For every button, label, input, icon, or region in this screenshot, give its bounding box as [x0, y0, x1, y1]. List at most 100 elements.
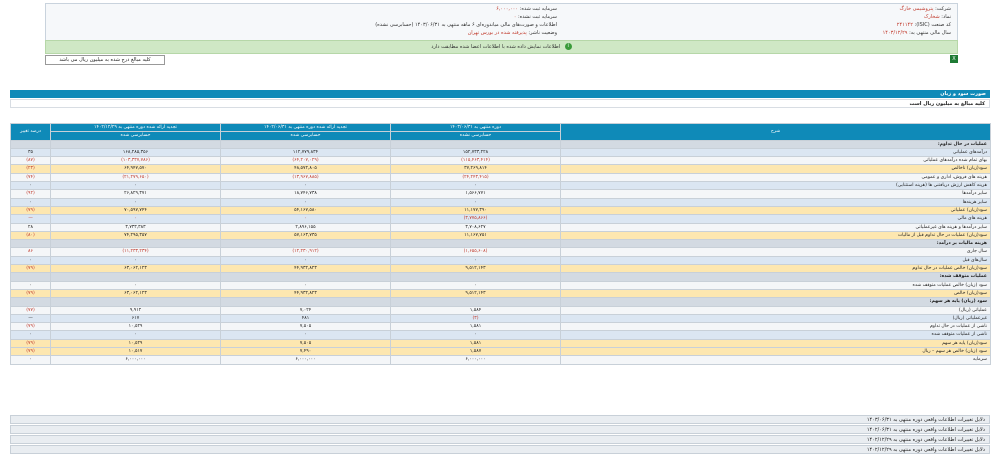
cell-c3: [50, 272, 221, 282]
cell-c3: ۶۳,۰۶۲,۱۲۳: [50, 288, 221, 299]
cell-ch: (۸۰): [10, 230, 51, 241]
cell-ch: ۲۸: [10, 222, 51, 232]
symbol-row: نماد: شخارک: [924, 14, 951, 21]
table-row: سود(زیان) عملیاتی ۱۱,۱۷۷,۳۹۰ ۵۴,۱۶۷,۵۸۰ ۷۰,…: [10, 205, 991, 216]
cell-c2: (۱۲,۲۳۰,۹۱۲): [220, 247, 391, 257]
change-reason-row[interactable]: دلایل تغییرات اطلاعات واقعی دوره منتهی ب…: [10, 415, 990, 424]
cell-desc: درآمدهای عملیاتی: [560, 147, 991, 158]
table-row: سال‌های قبل ۰ ۰ ۰ ۰: [10, 255, 991, 266]
cell-c3: (۲۱,۲۷۹,۶۵۰): [50, 172, 221, 183]
cell-ch: ۸۶: [10, 247, 51, 257]
table-row: عملیات متوقف شده:: [10, 272, 991, 282]
cell-c2: ۵۴,۱۶۷,۵۸۰: [220, 205, 391, 216]
cell-desc: سایر درآمدها: [560, 189, 991, 199]
cell-c2: ۴۴,۹۳۲,۸۲۳: [220, 264, 391, 274]
cell-c2: [220, 272, 391, 282]
change-reason-row[interactable]: دلایل تغییرات اطلاعات واقعی دوره منتهی ب…: [10, 425, 990, 434]
cell-desc: هزینه کاهش ارزش دریافتنی ها (هزینه استثن…: [560, 181, 991, 191]
cell-c1: [390, 239, 561, 249]
cell-desc: غیرعملیاتی (ریال): [560, 313, 991, 324]
cell-c1: ۶,۰۰۰,۰۰۰: [390, 355, 561, 365]
cell-c1: ۰: [390, 330, 561, 340]
cell-c1: [390, 272, 561, 282]
cell-c2: [220, 297, 391, 307]
isic-label: کد صنعت (ISIC):: [914, 22, 951, 28]
info-icon: i: [564, 43, 572, 50]
cell-c1: ۱۱,۱۷۷,۳۹۰: [390, 205, 561, 216]
capital-value: ۶,۰۰۰,۰۰۰: [496, 6, 519, 12]
table-row: سرمایه ۶,۰۰۰,۰۰۰ ۶,۰۰۰,۰۰۰ ۶,۰۰۰,۰۰۰ ۰: [10, 355, 991, 365]
cell-c3: ۱۰,۵۱۷: [50, 346, 221, 357]
cell-ch: [10, 272, 51, 282]
capital-unreg-label: سرمایه ثبت نشده:: [518, 14, 557, 20]
cell-c2: ۷,۵۰۵: [220, 322, 391, 332]
fiscal-year-row: سال مالی منتهی به: ۱۴۰۳/۱۲/۲۹: [883, 30, 951, 37]
cell-desc: سال جاری: [560, 247, 991, 257]
cell-desc: سود (زیان) خالص هر سهم – ریال: [560, 346, 991, 357]
report-label: اطلاعات و صورت‌های مالی میاندوره‌ای ۶ ما…: [375, 22, 557, 28]
cell-desc: سود(زیان) خالص: [560, 288, 991, 299]
units-note: کلیه مبالغ درج شده به میلیون ریال می باش…: [45, 55, 165, 65]
cell-desc: عملیاتی (ریال): [560, 305, 991, 315]
isic-value: ۲۴۱۱۴۲: [896, 22, 913, 28]
cell-c2: ۶,۰۰۰,۰۰۰: [220, 355, 391, 365]
cell-desc: سود(زیان) خالص عملیات در حال تداوم: [560, 264, 991, 274]
table-row: سود (زیان) خالص هر سهم – ریال ۱,۵۸۷ ۷,۴۹۰ ۱…: [10, 346, 991, 357]
cell-desc: سود(زیان) پایه هر سهم: [560, 338, 991, 349]
cell-c3: ۷۴,۲۹۵,۳۵۷: [50, 230, 221, 241]
cell-c2: ۷,۰۲۴: [220, 305, 391, 315]
cell-c1: (۳,۷۷۵,۸۶۶): [390, 214, 561, 224]
cell-c2: ۲,۸۹۶,۱۵۵: [220, 222, 391, 232]
cell-desc: هزینه های مالی: [560, 214, 991, 224]
table-row: درآمدهای عملیاتی ۱۵۲,۷۳۳,۲۲۸ ۱۱۲,۷۷۹,۸۳۴ ۱۶…: [10, 147, 991, 158]
cell-c2: ۴۸,۵۷۲,۸۰۵: [220, 164, 391, 174]
header-col2: تجدید ارائه شده دوره منتهی به ۱۴۰۲/۰۶/۳۱: [220, 122, 391, 133]
change-reason-row[interactable]: دلایل تغییرات اطلاعات واقعی دوره منتهی ب…: [10, 435, 990, 444]
capital-unreg-value: ۰: [513, 14, 517, 20]
cell-c1: ۹,۵۱۲,۱۴۳: [390, 264, 561, 274]
cell-desc: هزینه های فروش، اداری و عمومی: [560, 172, 991, 183]
cell-ch: ۰: [10, 280, 51, 290]
company-value: پتروشیمی خارگ: [899, 6, 934, 12]
cell-ch: [10, 139, 51, 149]
capital-unreg-row: سرمایه ثبت نشده: ۰: [514, 14, 557, 21]
fiscal-year-value: ۱۴۰۳/۱۲/۲۹: [882, 30, 908, 36]
cell-c1: ۱,۵۸۱: [390, 338, 561, 349]
cell-ch: (۷۹): [10, 205, 51, 216]
cell-ch: (۸۷): [10, 156, 51, 166]
change-reason-row[interactable]: دلایل تغییرات اطلاعات واقعی دوره منتهی ب…: [10, 445, 990, 454]
header-desc: شرح: [560, 123, 991, 141]
status-row: وضعیت ناشر: پذیرفته شده در بورس تهران: [468, 30, 557, 37]
cell-ch: [10, 297, 51, 307]
cell-desc: عملیات در حال تداوم:: [560, 139, 991, 149]
cell-c1: ۳۷,۲۶۹,۸۱۴: [390, 164, 561, 174]
company-info-box: شرکت: پتروشیمی خارگ نماد: شخارک کد صنعت …: [45, 3, 958, 41]
company-label: شرکت:: [935, 6, 951, 12]
cell-desc: سود (زیان) پایه هر سهم:: [560, 297, 991, 307]
cell-ch: ۰: [10, 197, 51, 207]
table-row: سود(زیان) پایه هر سهم ۱,۵۸۱ ۷,۵۰۵ ۱۰,۵۲۹ (۷۹…: [10, 338, 991, 349]
header-audited2: حسابرسی شده: [220, 131, 391, 141]
status-label: وضعیت ناشر:: [528, 30, 557, 36]
cell-ch: (۷۹): [10, 264, 51, 274]
table-row: سود(زیان) ناخالص ۳۷,۲۶۹,۸۱۴ ۴۸,۵۷۲,۸۰۵ ۶۴,۹…: [10, 164, 991, 174]
cell-c1: ۱,۵۶۶,۷۷۱: [390, 189, 561, 199]
cell-ch: (۷۹): [10, 338, 51, 349]
cell-c3: ۰: [50, 181, 221, 191]
cell-c2: (۱۳,۹۶۷,۸۸۵): [220, 172, 391, 183]
cell-c2: [220, 239, 391, 249]
table-row: سود (زیان) پایه هر سهم:: [10, 297, 991, 307]
cell-c2: (۶۴,۲۰۷,۰۲۹): [220, 156, 391, 166]
excel-export-icon[interactable]: X: [950, 55, 958, 63]
table-row: هزینه مالیات بر درآمد:: [10, 239, 991, 249]
cell-c1: ۰: [390, 197, 561, 207]
table-row: هزینه کاهش ارزش دریافتنی ها (هزینه استثن…: [10, 181, 991, 191]
cell-c3: ۹,۹۱۲: [50, 305, 221, 315]
cell-c1: ۰: [390, 255, 561, 266]
cell-c3: ۰: [50, 197, 221, 207]
symbol-label: نماد:: [941, 14, 951, 20]
cell-c1: (۳): [390, 313, 561, 324]
header-audited3: حسابرسی شده: [50, 131, 221, 141]
table-row: غیرعملیاتی (ریال) (۳) ۴۸۱ ۶۱۷—: [10, 313, 991, 324]
cell-c1: [390, 139, 561, 149]
